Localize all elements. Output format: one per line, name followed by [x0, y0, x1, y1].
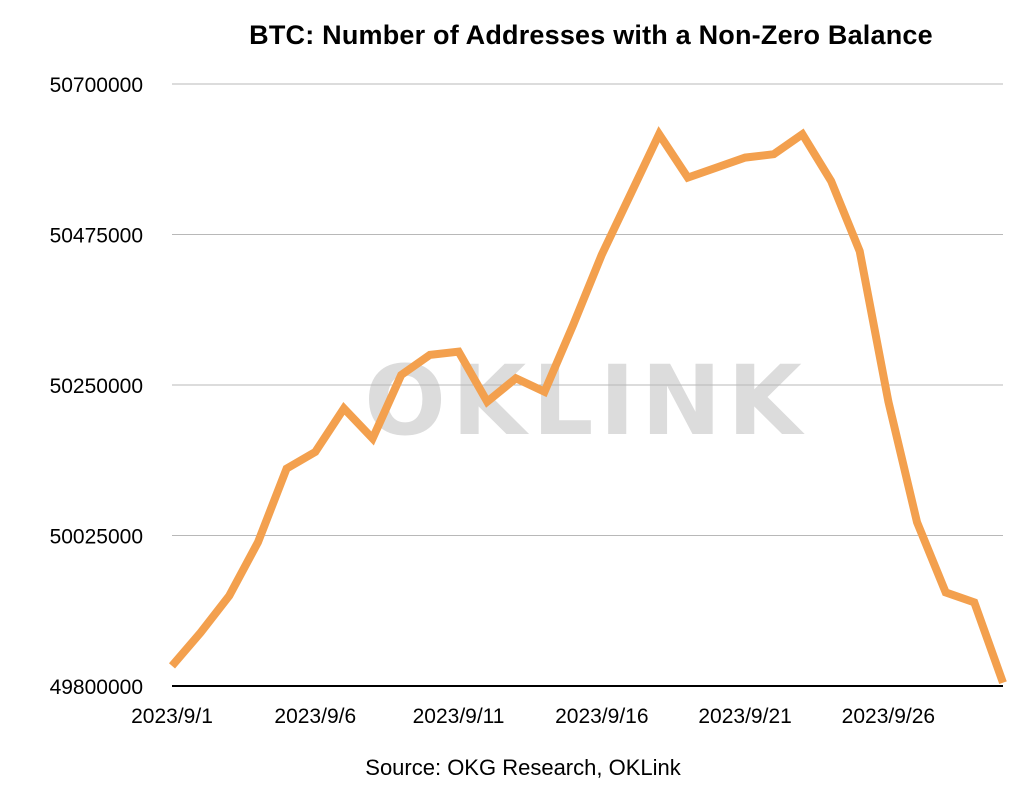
source-note: Source: OKG Research, OKLink: [365, 755, 681, 780]
y-axis-ticks: 49800000 50025000 50250000 50475000 50700000: [50, 74, 143, 699]
series-layer: [168, 126, 1007, 685]
x-tick-label: 2023/9/11: [413, 705, 505, 728]
y-tick-label: 50700000: [50, 74, 143, 97]
y-tick-label: 50250000: [50, 375, 143, 398]
x-tick-label: 2023/9/21: [698, 705, 791, 728]
x-tick-label: 2023/9/6: [274, 705, 356, 728]
x-tick-label: 2023/9/26: [842, 705, 935, 728]
x-tick-label: 2023/9/1: [131, 705, 213, 728]
x-axis-ticks: 2023/9/1 2023/9/6 2023/9/11 2023/9/16 2023/9…: [131, 705, 935, 728]
y-tick-label: 49800000: [50, 676, 143, 699]
grid-lines: [172, 83, 1003, 536]
y-tick-label: 50025000: [50, 526, 143, 549]
x-tick-label: 2023/9/16: [555, 705, 648, 728]
watermark-logo: OKLINK: [364, 345, 808, 457]
chart-title: BTC: Number of Addresses with a Non-Zero…: [249, 20, 933, 50]
y-tick-label: 50475000: [50, 225, 143, 248]
series-line: [168, 126, 1007, 685]
